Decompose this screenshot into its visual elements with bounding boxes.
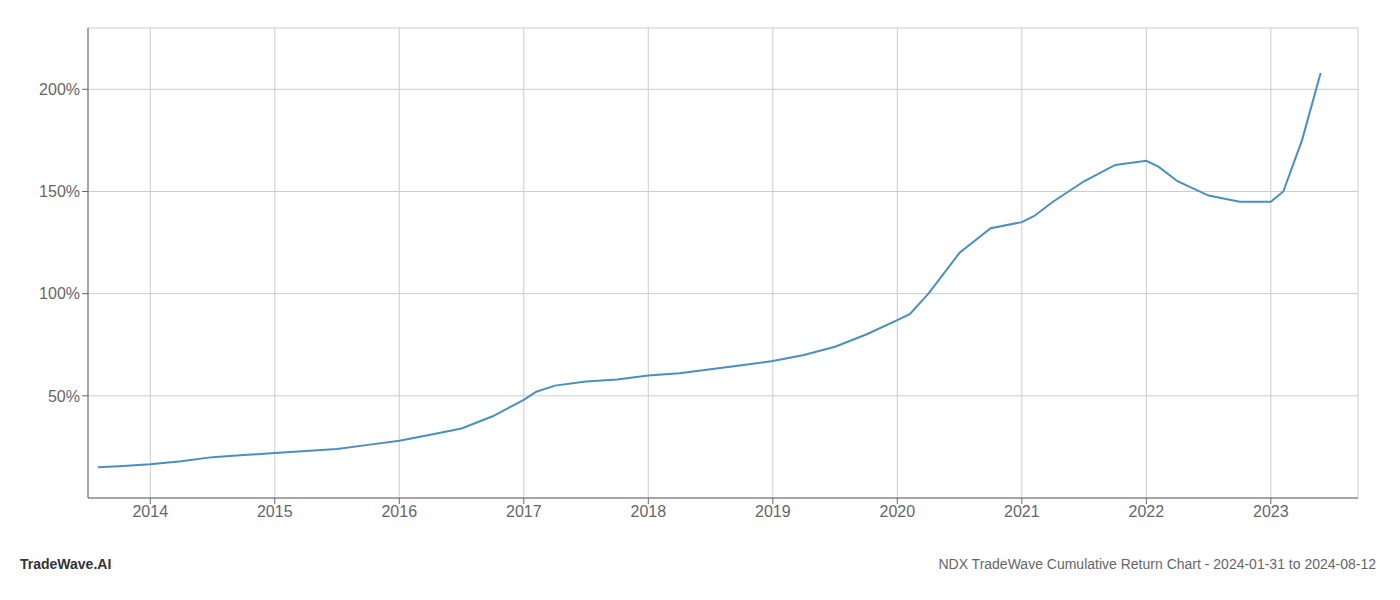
html-text:TradeWave.AI: TradeWave.AI <box>20 556 112 572</box>
svg-text:2022: 2022 <box>1129 503 1165 520</box>
svg-text:150%: 150% <box>39 183 80 200</box>
svg-text:2019: 2019 <box>755 503 791 520</box>
svg-text:2014: 2014 <box>132 503 168 520</box>
svg-text:200%: 200% <box>39 81 80 98</box>
svg-text:50%: 50% <box>48 388 80 405</box>
svg-text:2015: 2015 <box>257 503 293 520</box>
svg-text:2016: 2016 <box>381 503 417 520</box>
svg-text:2020: 2020 <box>880 503 916 520</box>
svg-text:2018: 2018 <box>630 503 666 520</box>
svg-text:100%: 100% <box>39 285 80 302</box>
svg-text:2023: 2023 <box>1253 503 1289 520</box>
svg-text:2021: 2021 <box>1004 503 1040 520</box>
html-text:NDX TradeWave Cumulative Retur: NDX TradeWave Cumulative Return Chart - … <box>938 556 1376 572</box>
svg-text:2017: 2017 <box>506 503 542 520</box>
